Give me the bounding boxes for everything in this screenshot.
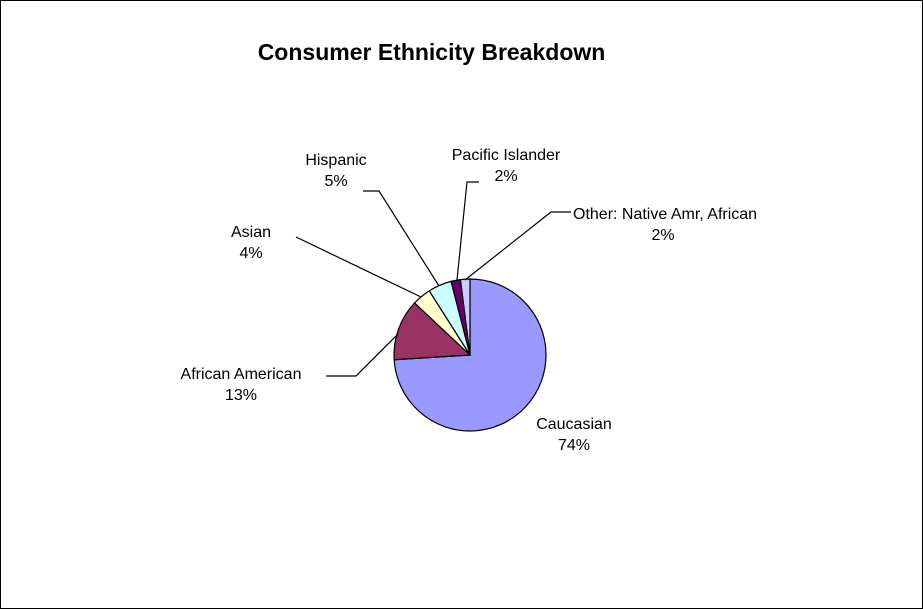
leader-line-asian xyxy=(295,236,422,298)
pie-slice-african-american xyxy=(393,302,472,361)
slice-label-other: Other: Native Amr, African 2% xyxy=(573,204,758,246)
slice-name-other: Other: Native Amr, African xyxy=(573,206,758,223)
slice-percent-hispanic: 5% xyxy=(324,173,348,190)
slice-label-asian: Asian 4% xyxy=(216,222,286,264)
slice-label-hispanic: Hispanic 5% xyxy=(291,150,381,192)
chart-title: Consumer Ethnicity Breakdown xyxy=(257,39,606,65)
slice-name-asian: Asian xyxy=(230,224,272,241)
slice-percent-other: 2% xyxy=(651,227,675,244)
slice-percent-caucasian: 74% xyxy=(557,437,591,454)
slice-label-caucasian: Caucasian 74% xyxy=(519,414,629,456)
slice-name-pacific-islander: Pacific Islander xyxy=(451,147,561,164)
slice-name-caucasian: Caucasian xyxy=(536,416,612,433)
slice-label-african-american: African American 13% xyxy=(156,364,326,406)
leader-line-pacific-islander xyxy=(456,181,479,281)
slice-name-african-american: African American xyxy=(180,366,302,383)
slice-name-hispanic: Hispanic xyxy=(305,152,367,169)
slice-percent-pacific-islander: 2% xyxy=(494,168,518,185)
slice-percent-african-american: 13% xyxy=(224,387,258,404)
slice-label-pacific-islander: Pacific Islander 2% xyxy=(426,145,586,187)
slice-percent-asian: 4% xyxy=(239,245,263,262)
leader-line-hispanic xyxy=(363,190,440,287)
leader-line-african-american xyxy=(326,333,399,377)
leader-line-other xyxy=(464,211,571,281)
